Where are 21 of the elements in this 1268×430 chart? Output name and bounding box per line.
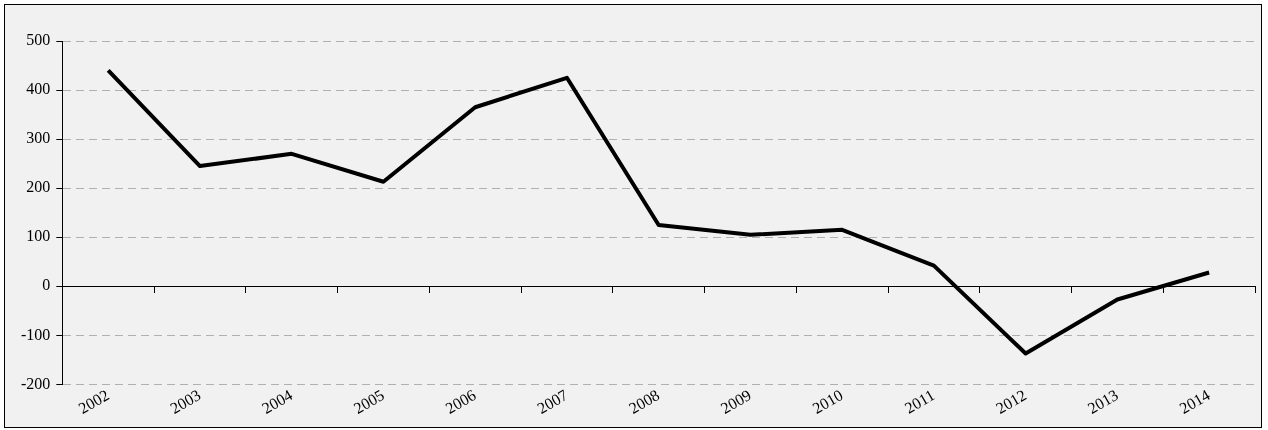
- x-tick-label: 2002: [75, 386, 112, 417]
- y-tick-label: -200: [21, 374, 51, 392]
- x-tick-label: 2014: [1176, 386, 1213, 417]
- x-tick-label: 2010: [809, 386, 846, 417]
- x-tick-label: 2007: [534, 386, 571, 417]
- y-tick-label: 0: [42, 276, 51, 294]
- x-tick-label: 2009: [717, 386, 755, 417]
- x-tick-label: 2005: [350, 386, 388, 417]
- y-tick-label: 300: [26, 129, 51, 147]
- y-tick-label: 500: [26, 31, 51, 49]
- x-tick-label: 2011: [901, 386, 938, 417]
- y-tick-label: -100: [21, 325, 51, 343]
- y-tick-label: 100: [26, 227, 51, 245]
- y-tick-label: 400: [26, 80, 51, 98]
- x-tick-label: 2006: [442, 386, 479, 417]
- x-tick-label: 2008: [626, 386, 663, 417]
- x-tick-label: 2013: [1084, 386, 1121, 417]
- x-tick-label: 2012: [993, 386, 1030, 417]
- x-tick-label: 2003: [167, 386, 204, 417]
- x-tick-label: 2004: [259, 386, 296, 417]
- y-tick-label: 200: [26, 178, 51, 196]
